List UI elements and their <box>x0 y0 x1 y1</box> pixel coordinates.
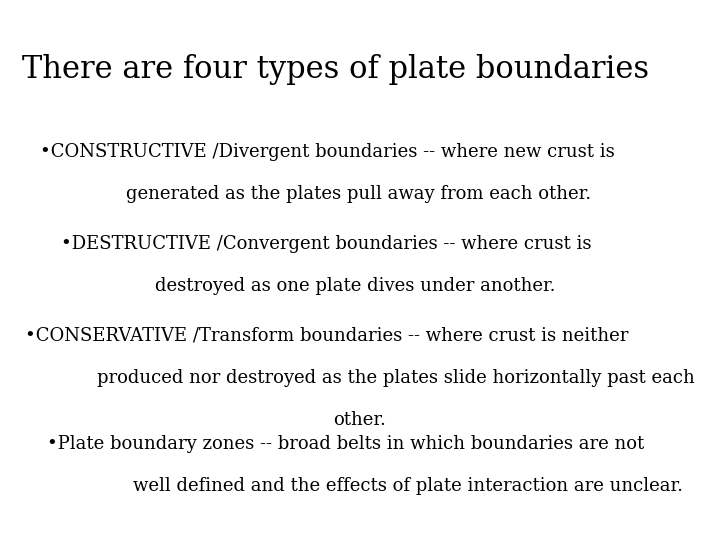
Text: well defined and the effects of plate interaction are unclear.: well defined and the effects of plate in… <box>133 477 683 495</box>
Text: other.: other. <box>333 411 387 429</box>
Text: •CONSERVATIVE /Transform boundaries -- where crust is neither: •CONSERVATIVE /Transform boundaries -- w… <box>25 327 629 345</box>
Text: •Plate boundary zones -- broad belts in which boundaries are not: •Plate boundary zones -- broad belts in … <box>47 435 644 453</box>
Text: destroyed as one plate dives under another.: destroyed as one plate dives under anoth… <box>155 277 555 295</box>
Text: •CONSTRUCTIVE /Divergent boundaries -- where new crust is: •CONSTRUCTIVE /Divergent boundaries -- w… <box>40 143 614 161</box>
Text: generated as the plates pull away from each other.: generated as the plates pull away from e… <box>126 185 591 203</box>
Text: •DESTRUCTIVE /Convergent boundaries -- where crust is: •DESTRUCTIVE /Convergent boundaries -- w… <box>61 235 592 253</box>
Text: There are four types of plate boundaries: There are four types of plate boundaries <box>22 54 649 85</box>
Text: produced nor destroyed as the plates slide horizontally past each: produced nor destroyed as the plates sli… <box>97 369 695 387</box>
